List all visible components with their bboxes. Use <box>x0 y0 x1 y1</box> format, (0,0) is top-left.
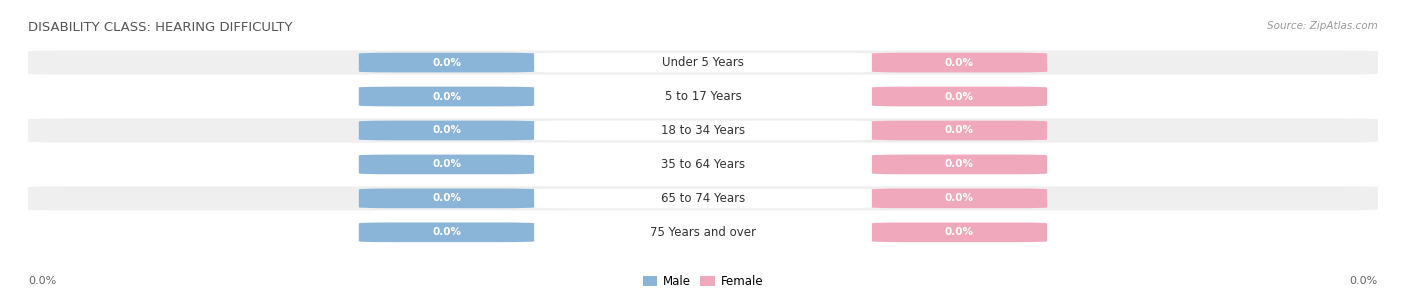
FancyBboxPatch shape <box>28 186 1378 210</box>
FancyBboxPatch shape <box>872 154 1047 174</box>
FancyBboxPatch shape <box>872 188 1047 208</box>
Text: 0.0%: 0.0% <box>945 193 974 203</box>
Text: Source: ZipAtlas.com: Source: ZipAtlas.com <box>1267 21 1378 31</box>
FancyBboxPatch shape <box>359 87 534 106</box>
Text: 0.0%: 0.0% <box>945 159 974 169</box>
Text: 0.0%: 0.0% <box>945 92 974 102</box>
Text: 5 to 17 Years: 5 to 17 Years <box>665 90 741 103</box>
Text: 0.0%: 0.0% <box>432 92 461 102</box>
Legend: Male, Female: Male, Female <box>643 275 763 288</box>
FancyBboxPatch shape <box>534 188 872 208</box>
Text: 18 to 34 Years: 18 to 34 Years <box>661 124 745 137</box>
Text: 35 to 64 Years: 35 to 64 Years <box>661 158 745 171</box>
FancyBboxPatch shape <box>359 188 534 208</box>
FancyBboxPatch shape <box>872 121 1047 140</box>
FancyBboxPatch shape <box>359 154 534 174</box>
FancyBboxPatch shape <box>534 121 872 140</box>
Text: 0.0%: 0.0% <box>1350 276 1378 286</box>
FancyBboxPatch shape <box>28 50 1378 74</box>
FancyBboxPatch shape <box>28 220 1378 244</box>
FancyBboxPatch shape <box>872 223 1047 242</box>
FancyBboxPatch shape <box>359 53 534 72</box>
Text: DISABILITY CLASS: HEARING DIFFICULTY: DISABILITY CLASS: HEARING DIFFICULTY <box>28 21 292 34</box>
FancyBboxPatch shape <box>872 53 1047 72</box>
Text: 0.0%: 0.0% <box>432 227 461 237</box>
Text: 0.0%: 0.0% <box>432 193 461 203</box>
Text: 0.0%: 0.0% <box>945 57 974 67</box>
FancyBboxPatch shape <box>359 223 534 242</box>
Text: 75 Years and over: 75 Years and over <box>650 226 756 239</box>
FancyBboxPatch shape <box>872 87 1047 106</box>
FancyBboxPatch shape <box>534 87 872 106</box>
Text: 0.0%: 0.0% <box>432 126 461 136</box>
FancyBboxPatch shape <box>28 85 1378 109</box>
Text: 0.0%: 0.0% <box>945 126 974 136</box>
FancyBboxPatch shape <box>534 223 872 242</box>
Text: 0.0%: 0.0% <box>28 276 56 286</box>
FancyBboxPatch shape <box>28 119 1378 143</box>
Text: 0.0%: 0.0% <box>432 159 461 169</box>
FancyBboxPatch shape <box>534 154 872 174</box>
Text: Under 5 Years: Under 5 Years <box>662 56 744 69</box>
FancyBboxPatch shape <box>534 53 872 72</box>
Text: 0.0%: 0.0% <box>945 227 974 237</box>
Text: 0.0%: 0.0% <box>432 57 461 67</box>
Text: 65 to 74 Years: 65 to 74 Years <box>661 192 745 205</box>
FancyBboxPatch shape <box>28 152 1378 176</box>
FancyBboxPatch shape <box>359 121 534 140</box>
